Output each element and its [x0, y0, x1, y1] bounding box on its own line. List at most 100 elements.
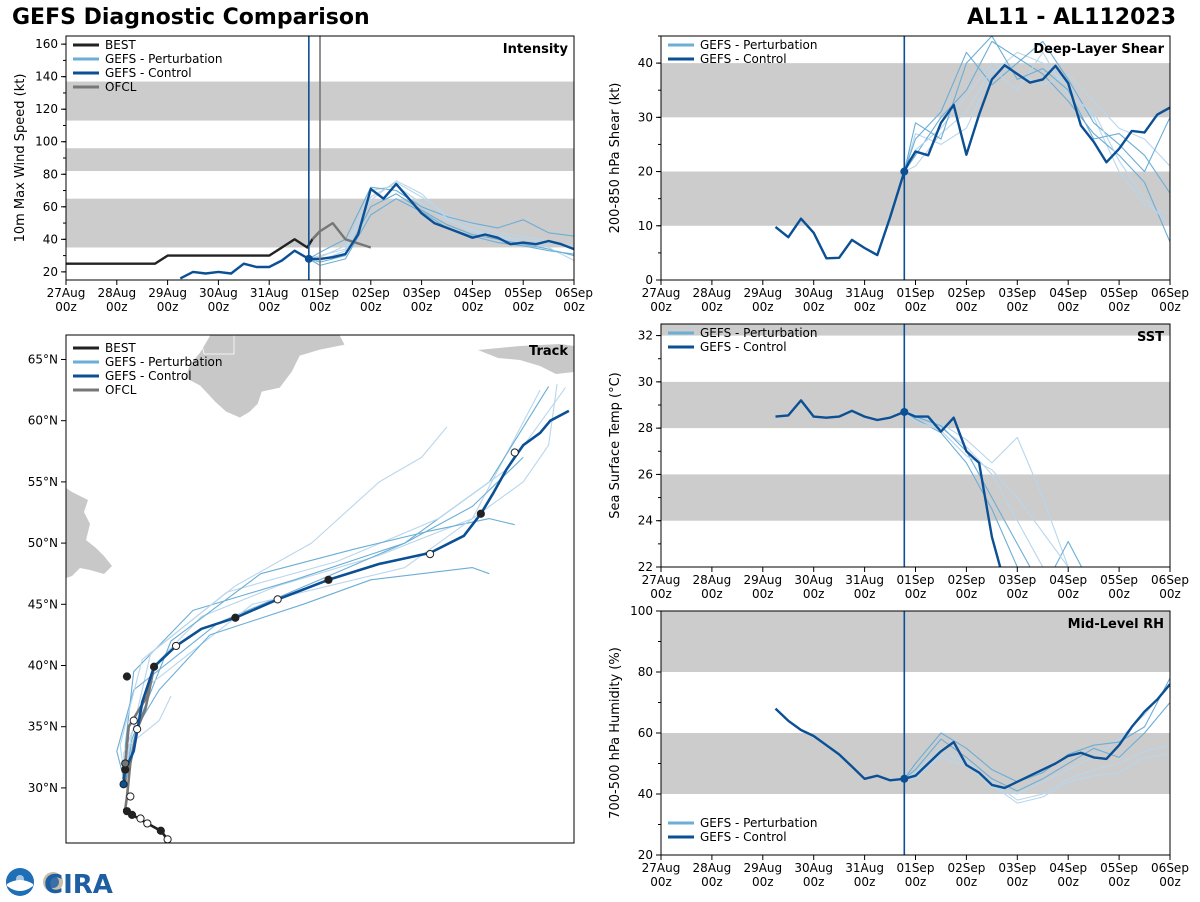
- intensity-series-gefs-perturbation-8: [308, 198, 574, 266]
- shear-ytick-label-2: 20: [638, 165, 653, 179]
- intensity-xtick-hour-8: 00z: [462, 300, 484, 314]
- track-marker-15: [231, 613, 240, 622]
- sst-xtick-date-2: 29Aug: [743, 573, 782, 587]
- sst-band-2: [661, 324, 1170, 336]
- rh-xtick-hour-1: 00z: [701, 875, 723, 889]
- shear-series-gefs-perturbation-1: [903, 51, 1170, 216]
- intensity-xtick-hour-10: 00z: [563, 300, 585, 314]
- sst-xtick-hour-7: 00z: [1007, 587, 1029, 601]
- shear-init-marker: [900, 167, 909, 176]
- sst-ytick-label-3: 28: [638, 421, 653, 435]
- intensity-legend-label-0: BEST: [105, 38, 136, 52]
- rh-xtick-date-6: 02Sep: [947, 861, 985, 875]
- intensity-xtick-hour-4: 00z: [258, 300, 280, 314]
- track-ytick-label-6: 60°N: [28, 414, 58, 428]
- shear-xtick-hour-0: 00z: [650, 300, 672, 314]
- shear-xtick-date-10: 06Sep: [1151, 286, 1189, 300]
- rh-ytick-label-3: 80: [638, 665, 653, 679]
- sst-series-gefs-perturbation-1: [904, 411, 1044, 567]
- logo-text: CIRA: [44, 870, 113, 898]
- intensity-ytick-label-1: 40: [43, 232, 58, 246]
- sst-xtick-date-6: 02Sep: [947, 573, 985, 587]
- sst-band-0: [661, 474, 1170, 521]
- rh-panel: 2040608010027Aug00z28Aug00z29Aug00z30Aug…: [608, 604, 1189, 889]
- shear-xtick-date-1: 28Aug: [693, 286, 732, 300]
- track-map: [66, 335, 574, 843]
- track-title: Track: [529, 344, 568, 359]
- intensity-xtick-hour-7: 00z: [411, 300, 433, 314]
- track-series-gefs-perturbation-6: [116, 457, 524, 785]
- sst-legend-label-0: GEFS - Perturbation: [700, 326, 817, 340]
- rh-xtick-date-8: 04Sep: [1049, 861, 1087, 875]
- track-marker-2: [143, 819, 152, 828]
- rh-xtick-hour-6: 00z: [956, 875, 978, 889]
- intensity-xtick-date-7: 03Sep: [403, 286, 441, 300]
- rh-xtick-hour-9: 00z: [1108, 875, 1130, 889]
- intensity-series-gefs-perturbation-4: [308, 193, 574, 263]
- rh-ylabel: 700-500 hPa Humidity (%): [608, 647, 623, 819]
- rh-series-gefs-control-0: [774, 683, 1170, 790]
- track-marker-9: [121, 759, 130, 768]
- shear-series-gefs-perturbation-5: [904, 51, 1170, 227]
- shear-xtick-date-0: 27Aug: [642, 286, 681, 300]
- sst-band-1: [661, 381, 1170, 429]
- rh-xtick-date-0: 27Aug: [642, 861, 681, 875]
- sst-ytick-label-4: 30: [638, 375, 653, 389]
- intensity-xtick-date-0: 27Aug: [47, 286, 86, 300]
- intensity-panel: 2040608010012014016027Aug00z28Aug00z29Au…: [13, 35, 593, 314]
- track-series-gefs-perturbation-8: [124, 518, 515, 785]
- shear-ytick-label-0: 0: [645, 273, 653, 287]
- rh-series-gefs-perturbation-3: [904, 744, 1170, 801]
- sst-init-marker: [900, 407, 909, 416]
- track-marker-10: [133, 725, 142, 734]
- shear-xtick-hour-5: 00z: [905, 300, 927, 314]
- shear-xtick-hour-3: 00z: [803, 300, 825, 314]
- shear-xtick-hour-7: 00z: [1007, 300, 1029, 314]
- rh-xtick-hour-2: 00z: [752, 875, 774, 889]
- shear-xtick-hour-2: 00z: [752, 300, 774, 314]
- track-marker-19: [476, 509, 485, 518]
- sst-xtick-date-0: 27Aug: [642, 573, 681, 587]
- shear-xtick-hour-4: 00z: [854, 300, 876, 314]
- track-marker-6: [126, 792, 135, 801]
- intensity-ytick-label-3: 80: [43, 167, 58, 181]
- sst-series-group: [775, 399, 1083, 567]
- intensity-xtick-hour-3: 00z: [208, 300, 230, 314]
- shear-xtick-date-9: 05Sep: [1100, 286, 1138, 300]
- intensity-ytick-label-2: 60: [43, 200, 58, 214]
- track-marker-1: [156, 826, 165, 835]
- track-ytick-label-0: 30°N: [28, 781, 58, 795]
- intensity-legend-label-3: OFCL: [105, 80, 137, 94]
- sst-series-gefs-control-0: [775, 399, 1002, 567]
- shear-xtick-date-7: 03Sep: [998, 286, 1036, 300]
- sst-ylabel: Sea Surface Temp (°C): [608, 372, 623, 519]
- intensity-xtick-hour-6: 00z: [360, 300, 382, 314]
- sst-xtick-hour-8: 00z: [1057, 587, 1079, 601]
- sst-xtick-date-5: 01Sep: [897, 573, 935, 587]
- rh-title: Mid-Level RH: [1068, 617, 1164, 632]
- intensity-xtick-date-9: 05Sep: [504, 286, 542, 300]
- intensity-xtick-hour-1: 00z: [106, 300, 128, 314]
- track-series-gefs-perturbation-3: [124, 389, 541, 785]
- track-ytick-label-4: 50°N: [28, 536, 58, 550]
- rh-series-gefs-perturbation-5: [904, 753, 1170, 804]
- intensity-ytick-label-5: 120: [35, 102, 58, 116]
- track-marker-13: [149, 662, 159, 671]
- track-marker-14: [171, 641, 181, 651]
- intensity-series-best-0: [66, 230, 321, 265]
- intensity-init-marker: [304, 254, 313, 263]
- sst-xtick-hour-10: 00z: [1159, 587, 1181, 601]
- sst-series-gefs-perturbation-4: [904, 411, 1083, 567]
- track-series-gefs-perturbation-4: [124, 386, 550, 785]
- page-title: GEFS Diagnostic Comparison: [12, 5, 370, 30]
- shear-series-gefs-perturbation-4: [903, 40, 1170, 173]
- intensity-xtick-date-6: 02Sep: [352, 286, 390, 300]
- intensity-xtick-hour-2: 00z: [157, 300, 179, 314]
- sst-xtick-date-10: 06Sep: [1151, 573, 1189, 587]
- sst-xtick-date-3: 30Aug: [794, 573, 833, 587]
- sst-ytick-label-0: 22: [638, 560, 653, 574]
- intensity-xtick-date-5: 01Sep: [301, 286, 339, 300]
- shear-ytick-label-4: 40: [638, 56, 653, 70]
- rh-init-marker: [900, 774, 909, 783]
